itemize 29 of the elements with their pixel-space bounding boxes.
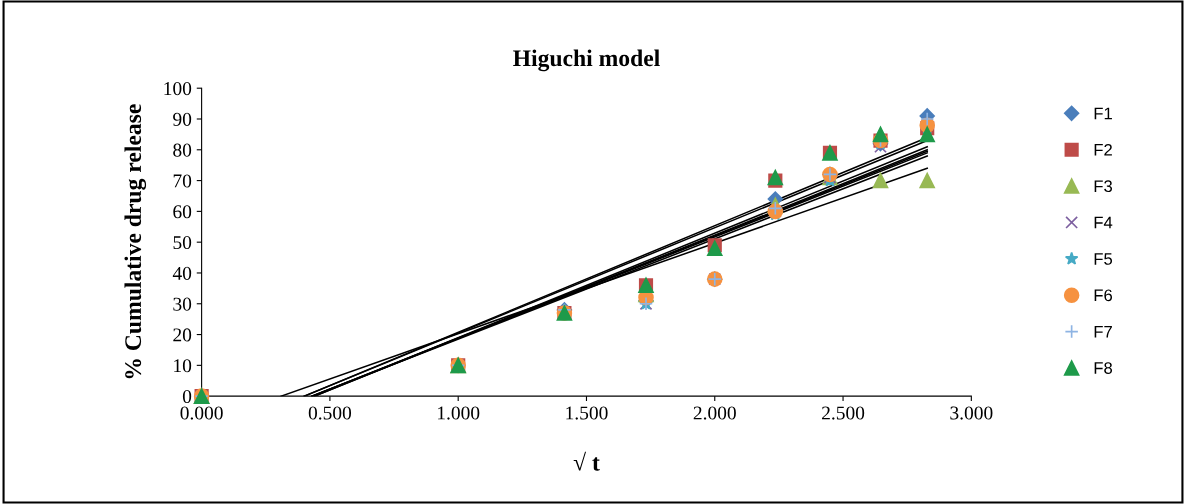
x-tick-label: 2.000 [693, 406, 736, 420]
y-tick-label: 0 [182, 389, 192, 404]
y-axis-title: % Cumulative drug release [124, 104, 147, 379]
chart-title: Higuchi model [513, 49, 660, 72]
x-tick-label: 0.000 [180, 406, 223, 420]
legend-label: F5 [1094, 253, 1113, 265]
y-tick-label: 10 [174, 359, 192, 373]
legend-label: F3 [1094, 180, 1113, 193]
y-tick-label: 60 [173, 205, 192, 219]
legend-label: F6 [1094, 289, 1113, 302]
y-tick-label: 40 [172, 266, 192, 280]
y-tick-label: 80 [173, 143, 192, 157]
x-tick-label: 1.000 [438, 406, 480, 420]
legend-label: F2 [1094, 143, 1112, 156]
legend-label: F4 [1094, 216, 1113, 229]
x-tick-label: 1.500 [566, 406, 608, 420]
y-tick-label: 90 [173, 112, 192, 126]
y-tick-label: 50 [173, 235, 192, 250]
y-tick-label: 30 [173, 297, 192, 311]
legend-label: F1 [1094, 107, 1112, 120]
x-tick-label: 0.500 [308, 406, 352, 420]
y-tick-label: 20 [173, 328, 192, 342]
x-axis-title: √ t [573, 451, 600, 471]
x-tick-label: 2.500 [822, 406, 865, 420]
legend-label: F8 [1094, 362, 1113, 374]
y-tick-label: 100 [164, 82, 192, 96]
x-tick-label: 3.000 [950, 406, 993, 420]
legend-label: F7 [1094, 325, 1112, 338]
y-tick-label: 70 [173, 174, 192, 188]
